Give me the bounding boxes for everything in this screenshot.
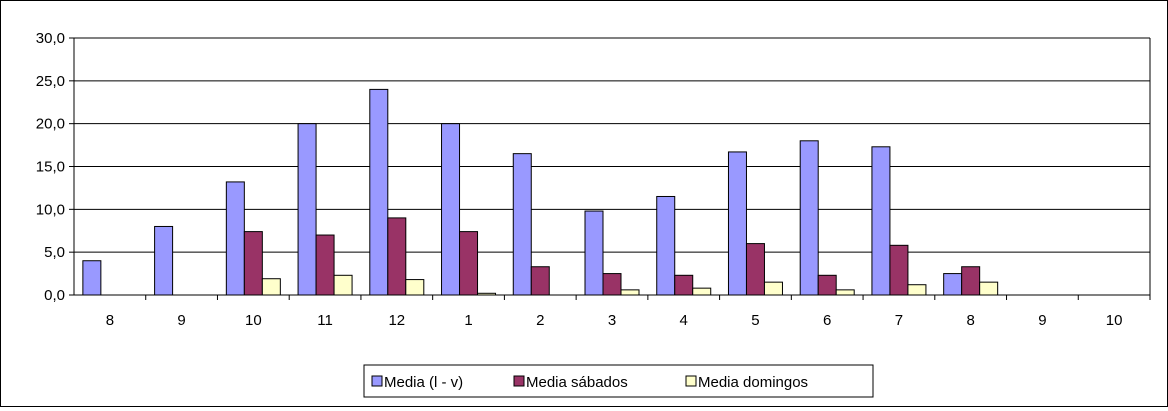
x-tick-label: 9 xyxy=(177,312,185,329)
x-tick-label: 5 xyxy=(751,312,759,329)
bar-media-domingos xyxy=(835,289,855,296)
x-tick-label: 4 xyxy=(680,312,688,329)
bar-media-sabados xyxy=(387,217,407,296)
bar-media-sabados xyxy=(459,231,479,296)
x-tick-label: 3 xyxy=(608,312,616,329)
x-tick-label: 11 xyxy=(317,312,333,329)
bar-media-l-v xyxy=(943,273,963,296)
tick-labels: 0,05,010,015,020,025,030,08 9 10 11 12 1 2 3 4 5 6… xyxy=(36,30,1123,329)
bar-media-domingos xyxy=(405,279,425,296)
bar-media-l-v xyxy=(369,88,389,296)
x-tick-label: 8 xyxy=(966,312,974,329)
x-tick-label: 8 xyxy=(106,312,114,329)
bar-media-sabados xyxy=(530,266,550,296)
y-tick-label: 0,0 xyxy=(44,287,65,304)
x-tick-label: 12 xyxy=(388,312,405,329)
x-tick-label: 7 xyxy=(895,312,903,329)
legend-label-media-sabados: Media sábados xyxy=(526,374,628,391)
x-tick-label: 2 xyxy=(536,312,544,329)
bar-media-domingos xyxy=(979,281,999,296)
bar-media-sabados xyxy=(315,234,335,296)
x-tick-label: 6 xyxy=(823,312,831,329)
bar-media-sabados xyxy=(961,266,981,296)
bar-media-l-v xyxy=(82,260,102,296)
axes xyxy=(73,38,1151,296)
legend-label-media-domingos: Media domingos xyxy=(698,374,808,391)
bar-media-l-v xyxy=(225,181,245,296)
bar-media-sabados xyxy=(817,274,837,296)
bar-media-l-v xyxy=(584,210,604,296)
bar-media-l-v xyxy=(656,195,676,296)
y-tick-label: 15,0 xyxy=(36,159,65,176)
y-tick-label: 10,0 xyxy=(36,201,65,218)
bar-media-domingos xyxy=(692,287,712,296)
bar-media-l-v xyxy=(441,123,461,296)
y-tick-label: 5,0 xyxy=(44,244,65,261)
legend-swatch-media-sabados xyxy=(513,375,525,387)
bar-media-domingos xyxy=(333,274,353,296)
bar-media-l-v xyxy=(871,146,891,296)
bar-media-sabados xyxy=(602,273,622,296)
x-tick-label: 1 xyxy=(464,312,472,329)
legend-swatch-media-l-v xyxy=(371,375,383,387)
bar-media-sabados xyxy=(745,243,765,296)
y-tick-label: 20,0 xyxy=(36,116,65,133)
x-tick-label: 10 xyxy=(1106,312,1123,329)
bar-media-l-v xyxy=(154,225,174,296)
bar-media-domingos xyxy=(763,281,783,296)
x-tick-label: 9 xyxy=(1038,312,1046,329)
bar-media-sabados xyxy=(674,274,694,296)
y-tick-label: 30,0 xyxy=(36,30,65,47)
x-tick-label: 10 xyxy=(245,312,262,329)
legend: Media (l - v) Media sábados Media doming… xyxy=(363,364,874,398)
bar-media-sabados xyxy=(889,244,909,296)
legend-swatch-media-domingos xyxy=(685,375,697,387)
bar-media-l-v xyxy=(512,153,532,296)
bar-media-l-v xyxy=(727,151,747,296)
legend-label-media-l-v: Media (l - v) xyxy=(384,374,463,391)
bar-media-domingos xyxy=(620,289,640,296)
bar-media-sabados xyxy=(243,231,263,296)
legend-box xyxy=(363,364,874,398)
bars xyxy=(82,88,999,296)
bar-media-domingos xyxy=(261,278,281,296)
bar-media-domingos xyxy=(907,284,927,296)
bar-media-l-v xyxy=(297,123,317,296)
y-tick-label: 25,0 xyxy=(36,73,65,90)
bar-media-l-v xyxy=(799,140,819,296)
